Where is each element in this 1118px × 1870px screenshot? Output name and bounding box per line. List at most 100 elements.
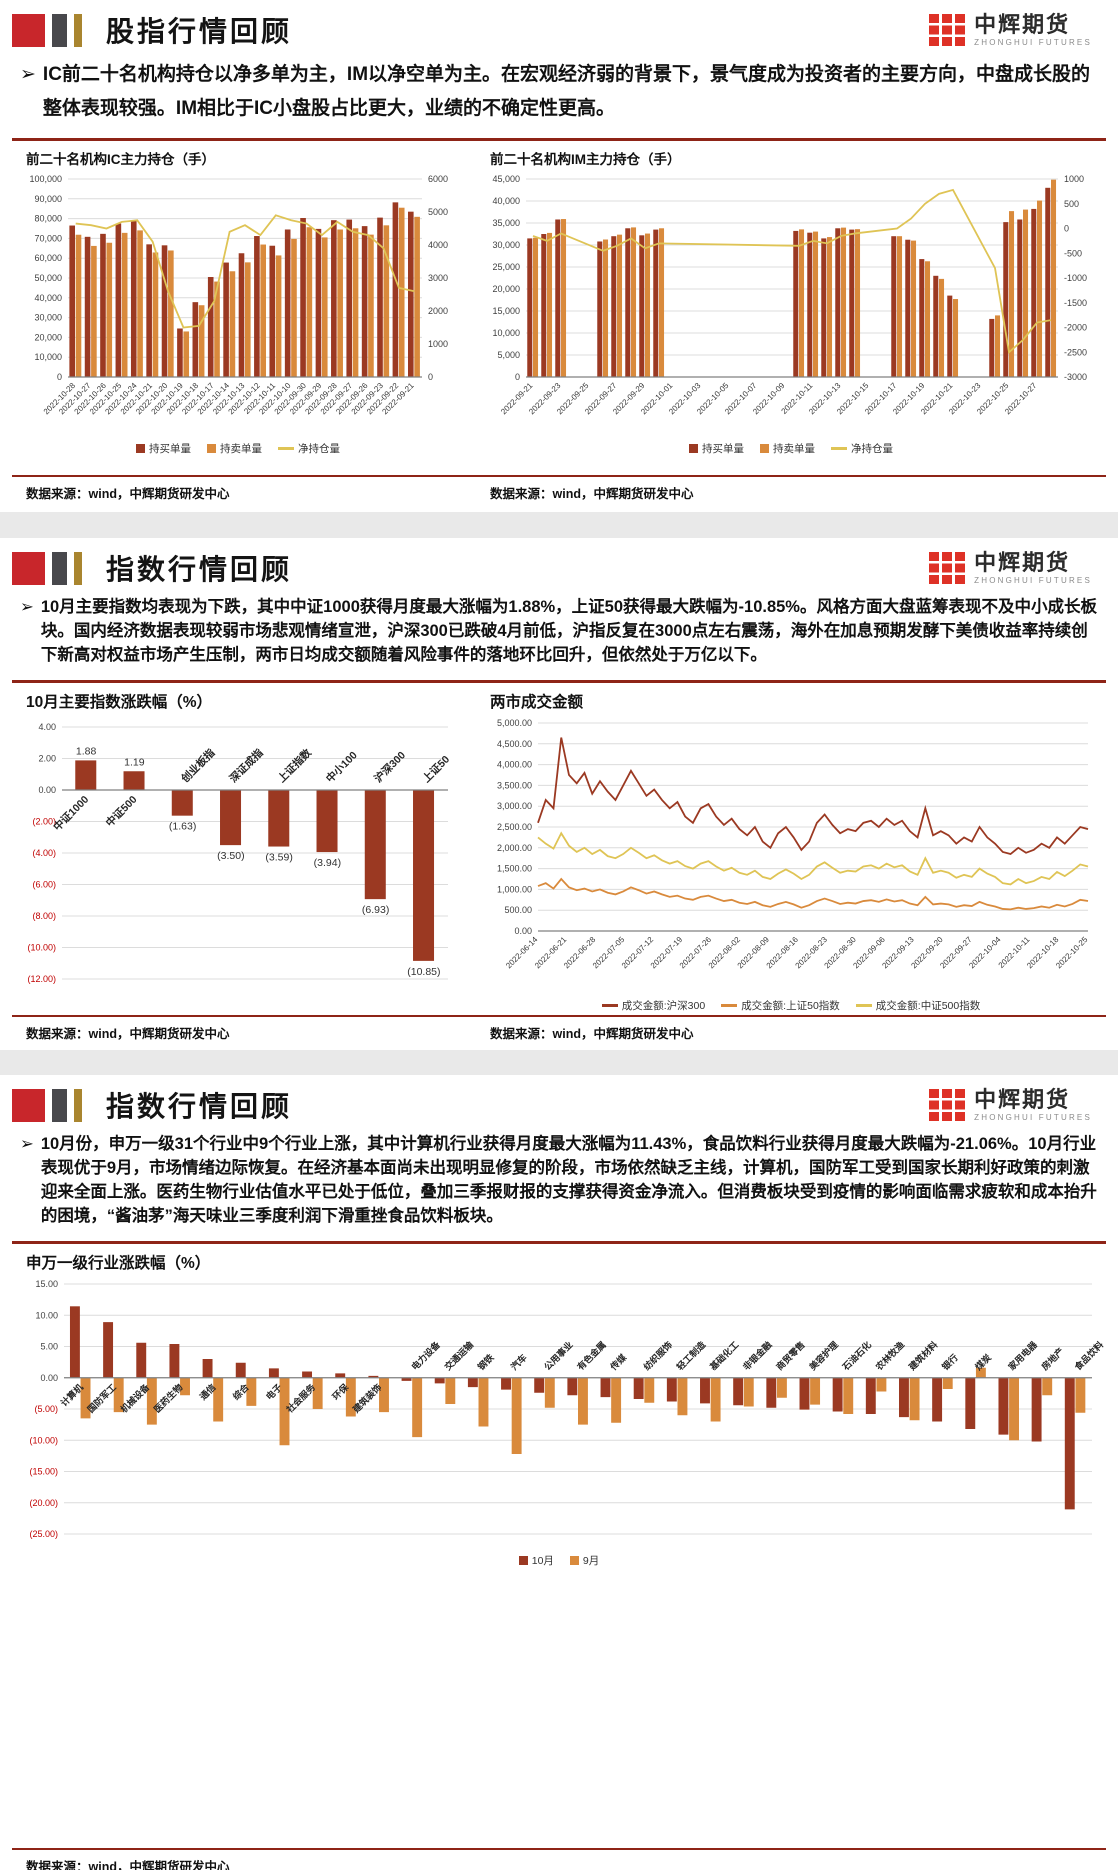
svg-text:公用事业: 公用事业 <box>541 1339 574 1372</box>
svg-text:(10.00): (10.00) <box>29 1435 58 1445</box>
svg-text:2022-10-25: 2022-10-25 <box>1054 934 1090 970</box>
svg-text:10,000: 10,000 <box>34 353 62 363</box>
svg-text:-2500: -2500 <box>1064 348 1087 358</box>
slide-header: 股指行情回顾 中辉期货 ZHONGHUI FUTURES <box>10 0 1108 54</box>
svg-text:建筑材料: 建筑材料 <box>906 1339 939 1372</box>
zhonghui-grid-icon <box>929 14 966 46</box>
slide-stock-index-review: 股指行情回顾 中辉期货 ZHONGHUI FUTURES ➢ IC前二十名机构持… <box>0 0 1118 512</box>
summary-paragraph: ➢ 10月主要指数均表现为下跌，其中中证1000获得月度最大涨幅为1.88%，上… <box>20 596 1098 668</box>
svg-text:2,000.00: 2,000.00 <box>497 843 532 853</box>
svg-text:0.00: 0.00 <box>40 1372 58 1382</box>
svg-text:80,000: 80,000 <box>34 214 62 224</box>
svg-text:煤炭: 煤炭 <box>973 1351 994 1372</box>
svg-text:轻工制造: 轻工制造 <box>674 1338 708 1372</box>
index-monthly-change-chart: (12.00) (10.00) (8.00) (6.00) (4.00) (2.00) 0.… <box>27 722 452 984</box>
svg-text:(12.00): (12.00) <box>27 974 56 984</box>
turnover-chart-legend: 成交金额:沪深300 成交金额:上证50指数 成交金额:中证500指数 <box>476 997 1106 1015</box>
red-square-mark <box>12 1089 45 1122</box>
svg-text:(15.00): (15.00) <box>29 1466 58 1476</box>
svg-text:传媒: 传媒 <box>607 1351 629 1373</box>
brand-text: 中辉期货 ZHONGHUI FUTURES <box>974 1088 1092 1122</box>
svg-text:45,000: 45,000 <box>492 174 520 184</box>
svg-text:1.19: 1.19 <box>124 756 145 768</box>
charts-row: 0 10,000 20,000 30,000 40,000 50,000 60,000 70,… <box>12 171 1106 457</box>
svg-text:2000: 2000 <box>428 306 448 316</box>
svg-text:(5.00): (5.00) <box>34 1404 58 1414</box>
svg-text:5,000: 5,000 <box>497 350 520 360</box>
svg-text:石油石化: 石油石化 <box>839 1339 873 1373</box>
data-source-right: 数据来源：wind，中辉期货研发中心 <box>490 487 694 501</box>
brand-name: 中辉期货 <box>974 549 1071 575</box>
title-marks <box>12 1088 82 1122</box>
svg-text:4.00: 4.00 <box>38 722 56 732</box>
svg-text:(10.00): (10.00) <box>27 942 56 952</box>
bullet-arrow-icon: ➢ <box>20 1135 34 1153</box>
svg-text:5000: 5000 <box>428 207 448 217</box>
chart-titles-row: 10月主要指数涨跌幅（%） 两市成交金额 <box>12 679 1106 715</box>
data-source-left: 数据来源：wind，中辉期货研发中心 <box>26 487 230 501</box>
brand-logo: 中辉期货 ZHONGHUI FUTURES <box>929 549 1106 585</box>
svg-text:(1.63): (1.63) <box>169 820 196 832</box>
svg-text:1,500.00: 1,500.00 <box>497 863 532 873</box>
svg-text:1000: 1000 <box>1064 174 1084 184</box>
chart-panel-index-changes: (12.00) (10.00) (8.00) (6.00) (4.00) (2.00) 0.… <box>12 715 464 1015</box>
section-separator <box>0 1050 1118 1075</box>
chart-titles-row: 申万一级行业涨跌幅（%） <box>12 1240 1106 1276</box>
title-marks <box>12 551 82 585</box>
svg-text:5,000.00: 5,000.00 <box>497 718 532 728</box>
page-title: 股指行情回顾 <box>106 16 293 47</box>
svg-text:-1500: -1500 <box>1064 298 1087 308</box>
chart-title-turnover: 两市成交金额 <box>490 693 584 711</box>
svg-text:(10.85): (10.85) <box>407 966 440 978</box>
brand-logo: 中辉期货 ZHONGHUI FUTURES <box>929 1088 1106 1122</box>
brand-text: 中辉期货 ZHONGHUI FUTURES <box>974 13 1092 47</box>
svg-text:3,000.00: 3,000.00 <box>497 801 532 811</box>
red-square-mark <box>12 552 45 585</box>
brand-subtitle: ZHONGHUI FUTURES <box>974 1112 1092 1122</box>
svg-text:-3000: -3000 <box>1064 372 1087 382</box>
brand-text: 中辉期货 ZHONGHUI FUTURES <box>974 549 1092 585</box>
svg-text:-1000: -1000 <box>1064 273 1087 283</box>
svg-text:3,500.00: 3,500.00 <box>497 780 532 790</box>
svg-text:4,500.00: 4,500.00 <box>497 739 532 749</box>
svg-text:中小100: 中小100 <box>323 748 360 785</box>
svg-text:0: 0 <box>1064 224 1069 234</box>
svg-text:4000: 4000 <box>428 240 448 250</box>
svg-text:(3.50): (3.50) <box>217 850 244 862</box>
svg-text:2.00: 2.00 <box>38 753 56 763</box>
svg-text:-2000: -2000 <box>1064 323 1087 333</box>
zhonghui-grid-icon <box>929 552 966 584</box>
data-source-bottom: 数据来源：wind，中辉期货研发中心 <box>12 1848 1106 1870</box>
industry-monthly-change-chart: (25.00) (20.00) (15.00) (10.00) (5.00) 0.00 5.… <box>29 1279 1105 1539</box>
svg-text:农林牧渔: 农林牧渔 <box>872 1339 906 1373</box>
svg-text:30,000: 30,000 <box>492 240 520 250</box>
svg-text:0: 0 <box>515 372 520 382</box>
svg-text:30,000: 30,000 <box>34 313 62 323</box>
market-turnover-chart: 0.00 500.00 1,000.00 1,500.00 2,000.00 2,500.… <box>497 718 1090 970</box>
summary-paragraph: ➢ IC前二十名机构持仓以净多单为主，IM以净空单为主。在宏观经济弱的背景下，景… <box>20 58 1098 126</box>
svg-text:2,500.00: 2,500.00 <box>497 822 532 832</box>
chart-title-im-positions: 前二十名机构IM主力持仓（手） <box>490 152 681 168</box>
svg-text:家用电器: 家用电器 <box>1006 1338 1040 1372</box>
svg-text:电力设备: 电力设备 <box>409 1338 443 1372</box>
slide-header: 指数行情回顾 中辉期货 ZHONGHUI FUTURES <box>10 538 1108 592</box>
slide-industry-review: 指数行情回顾 中辉期货 ZHONGHUI FUTURES ➢ 10月份，申万一级… <box>0 1075 1118 1870</box>
svg-text:美容护理: 美容护理 <box>807 1339 840 1372</box>
gold-bar-mark <box>74 14 82 47</box>
svg-text:25,000: 25,000 <box>492 262 520 272</box>
svg-text:(3.94): (3.94) <box>314 857 341 869</box>
svg-text:50,000: 50,000 <box>34 273 62 283</box>
svg-text:食品饮料: 食品饮料 <box>1071 1339 1105 1373</box>
svg-text:基础化工: 基础化工 <box>707 1339 741 1373</box>
charts-row: (25.00) (20.00) (15.00) (10.00) (5.00) 0.00 5.… <box>12 1276 1106 1570</box>
svg-text:0: 0 <box>57 372 62 382</box>
dark-square-mark <box>52 14 67 47</box>
svg-text:银行: 银行 <box>939 1351 960 1372</box>
svg-text:中证500: 中证500 <box>103 793 140 830</box>
svg-text:20,000: 20,000 <box>492 284 520 294</box>
dark-square-mark <box>52 552 67 585</box>
svg-text:(8.00): (8.00) <box>32 911 56 921</box>
svg-text:非银金融: 非银金融 <box>740 1339 773 1372</box>
section-separator <box>0 512 1118 538</box>
